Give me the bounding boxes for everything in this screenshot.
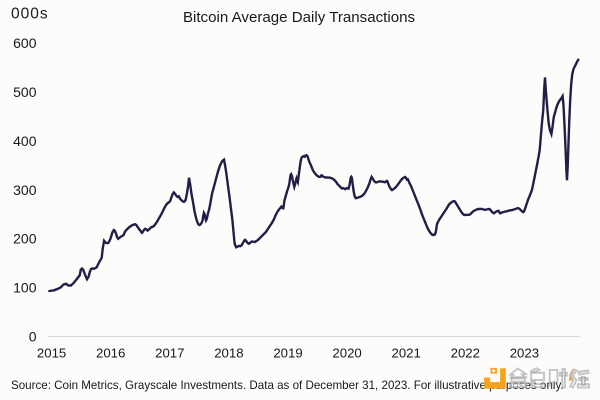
svg-text:600: 600 (13, 35, 37, 51)
svg-text:2023: 2023 (510, 346, 539, 361)
svg-text:2022: 2022 (451, 346, 480, 361)
svg-text:200: 200 (13, 231, 37, 247)
svg-text:2015: 2015 (37, 346, 66, 361)
svg-text:0: 0 (29, 328, 37, 344)
svg-text:2018: 2018 (214, 346, 243, 361)
svg-text:2020: 2020 (332, 346, 361, 361)
svg-text:2019: 2019 (273, 346, 302, 361)
svg-text:400: 400 (13, 133, 37, 149)
svg-text:Bitcoin Average Daily Transact: Bitcoin Average Daily Transactions (183, 9, 415, 26)
svg-text:000s: 000s (11, 6, 49, 23)
svg-text:2021: 2021 (392, 346, 421, 361)
svg-text:100: 100 (13, 280, 37, 296)
svg-text:300: 300 (13, 182, 37, 198)
svg-text:Source: Coin Metrics, Grayscal: Source: Coin Metrics, Grayscale Investme… (11, 379, 564, 392)
svg-text:2017: 2017 (155, 346, 184, 361)
svg-text:500: 500 (13, 84, 37, 100)
svg-text:2016: 2016 (96, 346, 125, 361)
